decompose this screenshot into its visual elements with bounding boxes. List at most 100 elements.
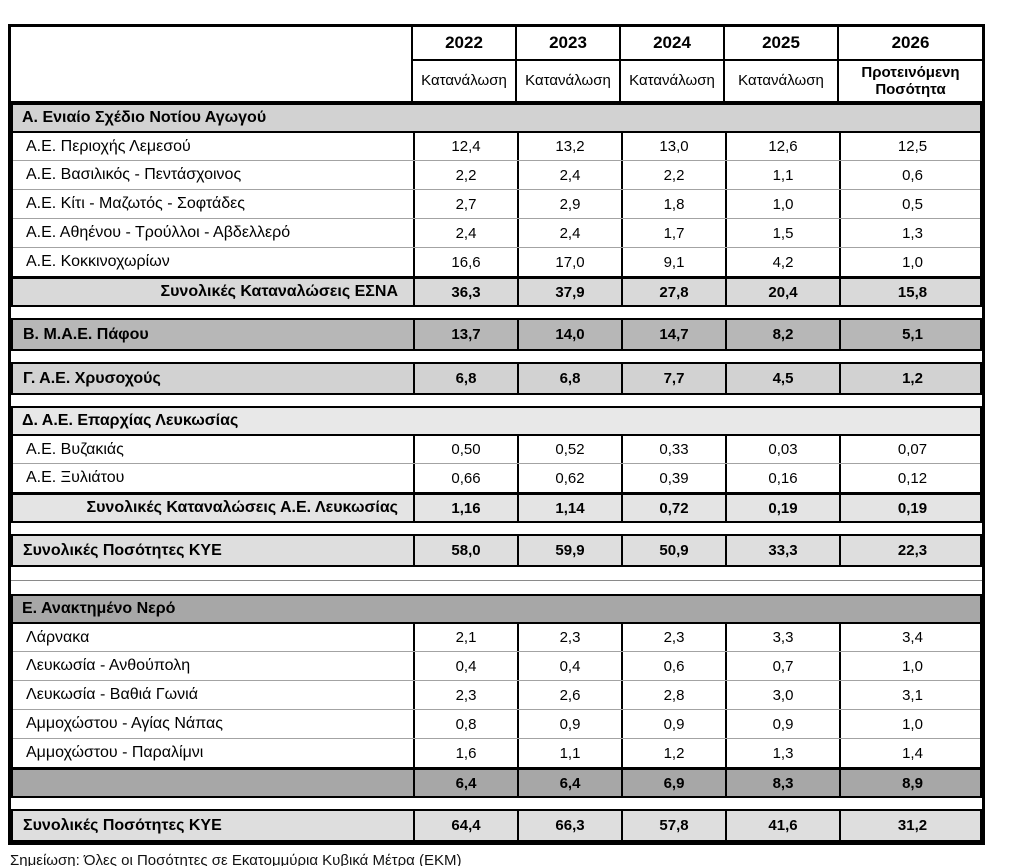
value-cell: 6,4: [517, 770, 621, 796]
total-row: Συνολικές Καταναλώσεις Α.Ε. Λευκωσίας 1,1…: [13, 492, 980, 521]
value-cell: 0,19: [725, 495, 839, 521]
column-subheader-consumption: Κατανάλωση: [515, 61, 619, 101]
column-header-year-2023: 2023: [515, 27, 619, 61]
value-cell: 0,4: [517, 652, 621, 680]
value-cell: 0,9: [517, 710, 621, 738]
value-cell: 1,8: [621, 190, 725, 218]
value-cell: 33,3: [725, 536, 839, 565]
value-cell: 66,3: [517, 811, 621, 840]
row-label: Συνολικές Ποσότητες ΚΥΕ: [23, 541, 222, 559]
value-cell: 1,1: [517, 739, 621, 767]
table-row: Α.Ε. Αθηένου - Τρούλλοι - Αβδελλερό 2,4 2,…: [13, 218, 980, 247]
table-body: Α. Ενιαίο Σχέδιο Νοτίου Αγωγού Α.Ε. Περιο…: [11, 103, 982, 842]
value-cell: 12,6: [725, 133, 839, 160]
value-cell: 2,4: [413, 219, 517, 247]
value-cell: 2,9: [517, 190, 621, 218]
row-label: Α.Ε. Περιοχής Λεμεσού: [26, 137, 191, 155]
table-row: Α.Ε. Κίτι - Μαζωτός - Σοφτάδες 2,7 2,9 1,8 1…: [13, 189, 980, 218]
section-header-row: Α. Ενιαίο Σχέδιο Νοτίου Αγωγού: [13, 105, 980, 131]
value-cell: 58,0: [413, 536, 517, 565]
value-cell: 2,3: [517, 624, 621, 651]
value-cell: 2,7: [413, 190, 517, 218]
value-cell: 1,3: [839, 219, 984, 247]
total-row: Συνολικές Καταναλώσεις ΕΣΝΑ 36,3 37,9 27,8 2…: [13, 276, 980, 305]
value-cell: 0,16: [725, 464, 839, 492]
value-cell: 0,6: [839, 161, 984, 189]
value-cell: 1,2: [839, 364, 984, 393]
table-row: Α.Ε. Βυζακιάς 0,50 0,52 0,33 0,03 0,07: [13, 434, 980, 463]
table-row: Αμμοχώστου - Παραλίμνι 1,6 1,1 1,2 1,3 1,4: [13, 738, 980, 767]
value-cell: 0,33: [621, 436, 725, 463]
row-label: Γ. Α.Ε. Χρυσοχούς: [23, 369, 161, 387]
value-cell: 1,0: [839, 710, 984, 738]
value-cell: 0,03: [725, 436, 839, 463]
table-row: Αμμοχώστου - Αγίας Νάπας 0,8 0,9 0,9 0,9 1,0: [13, 709, 980, 738]
value-cell: 57,8: [621, 811, 725, 840]
section-header-row: Ε. Ανακτημένο Νερό: [13, 596, 980, 622]
value-cell: 12,5: [839, 133, 984, 160]
value-cell: 59,9: [517, 536, 621, 565]
row-label: Α.Ε. Κοκκινοχωρίων: [26, 253, 170, 270]
value-cell: 15,8: [839, 279, 984, 305]
value-cell: 14,7: [621, 320, 725, 349]
section-title: Α. Ενιαίο Σχέδιο Νοτίου Αγωγού: [22, 109, 267, 126]
value-cell: 0,7: [725, 652, 839, 680]
value-cell: 1,7: [621, 219, 725, 247]
value-cell: 1,0: [839, 248, 984, 276]
value-cell: 2,2: [413, 161, 517, 189]
row-label: Α.Ε. Αθηένου - Τρούλλοι - Αβδελλερό: [26, 224, 291, 241]
total-row: 6,4 6,4 6,9 8,3 8,9: [13, 767, 980, 796]
table-spacer: [11, 523, 982, 534]
column-header-year-2024: 2024: [619, 27, 723, 61]
table-row: Λάρνακα 2,1 2,3 2,3 3,3 3,4: [13, 622, 980, 651]
value-cell: 1,16: [413, 495, 517, 521]
value-cell: 6,4: [413, 770, 517, 796]
total-row: Συνολικές Ποσότητες ΚΥΕ 64,4 66,3 57,8 41,6 3…: [13, 811, 980, 840]
value-cell: 0,19: [839, 495, 984, 521]
table-spacer: [11, 567, 982, 594]
value-cell: 1,0: [839, 652, 984, 680]
value-cell: 22,3: [839, 536, 984, 565]
value-cell: 2,4: [517, 219, 621, 247]
value-cell: 1,14: [517, 495, 621, 521]
row-label: Λευκωσία - Ανθούπολη: [26, 657, 191, 674]
section-b-mae-pafou: Β. Μ.Α.Ε. Πάφου 13,7 14,0 14,7 8,2 5,1: [11, 318, 982, 351]
column-header-year-2022: 2022: [411, 27, 515, 61]
value-cell: 27,8: [621, 279, 725, 305]
section-c-ae-chrysochous: Γ. Α.Ε. Χρυσοχούς 6,8 6,8 7,7 4,5 1,2: [11, 362, 982, 395]
table-header: 2022 2023 2024 2025 2026 Κατανάλωση Κατα…: [11, 27, 982, 103]
table-spacer: [11, 307, 982, 318]
value-cell: 2,6: [517, 681, 621, 709]
value-cell: 6,9: [621, 770, 725, 796]
value-cell: 0,62: [517, 464, 621, 492]
value-cell: 1,4: [839, 739, 984, 767]
row-label: Α.Ε. Βυζακιάς: [26, 440, 124, 458]
value-cell: 0,9: [725, 710, 839, 738]
value-cell: 7,7: [621, 364, 725, 393]
value-cell: 0,9: [621, 710, 725, 738]
value-cell: 0,72: [621, 495, 725, 521]
row-label: Α.Ε. Ξυλιάτου: [26, 469, 125, 486]
section-title: Δ. Α.Ε. Επαρχίας Λευκωσίας: [22, 412, 239, 429]
total-row: Γ. Α.Ε. Χρυσοχούς 6,8 6,8 7,7 4,5 1,2: [13, 364, 980, 393]
value-cell: 0,5: [839, 190, 984, 218]
column-subheader-consumption: Κατανάλωση: [619, 61, 723, 101]
column-subheader-consumption: Κατανάλωση: [411, 61, 515, 101]
value-cell: 14,0: [517, 320, 621, 349]
value-cell: 0,66: [413, 464, 517, 492]
value-cell: 6,8: [517, 364, 621, 393]
row-label: Συνολικές Καταναλώσεις Α.Ε. Λευκωσίας: [86, 499, 399, 516]
value-cell: 8,3: [725, 770, 839, 796]
row-label: Α.Ε. Βασιλικός - Πεντάσχοινος: [26, 166, 242, 183]
table-row: Α.Ε. Κοκκινοχωρίων 16,6 17,0 9,1 4,2 1,0: [13, 247, 980, 276]
value-cell: 41,6: [725, 811, 839, 840]
value-cell: 2,4: [517, 161, 621, 189]
value-cell: 1,5: [725, 219, 839, 247]
row-label: Λευκωσία - Βαθιά Γωνιά: [26, 686, 198, 703]
section-header-row: Δ. Α.Ε. Επαρχίας Λευκωσίας: [13, 408, 980, 434]
value-cell: 0,07: [839, 436, 984, 463]
value-cell: 16,6: [413, 248, 517, 276]
table-footnote: Σημείωση: Όλες οι Ποσότητες σε Εκατομμύρ…: [10, 852, 462, 866]
value-cell: 3,3: [725, 624, 839, 651]
value-cell: 0,4: [413, 652, 517, 680]
